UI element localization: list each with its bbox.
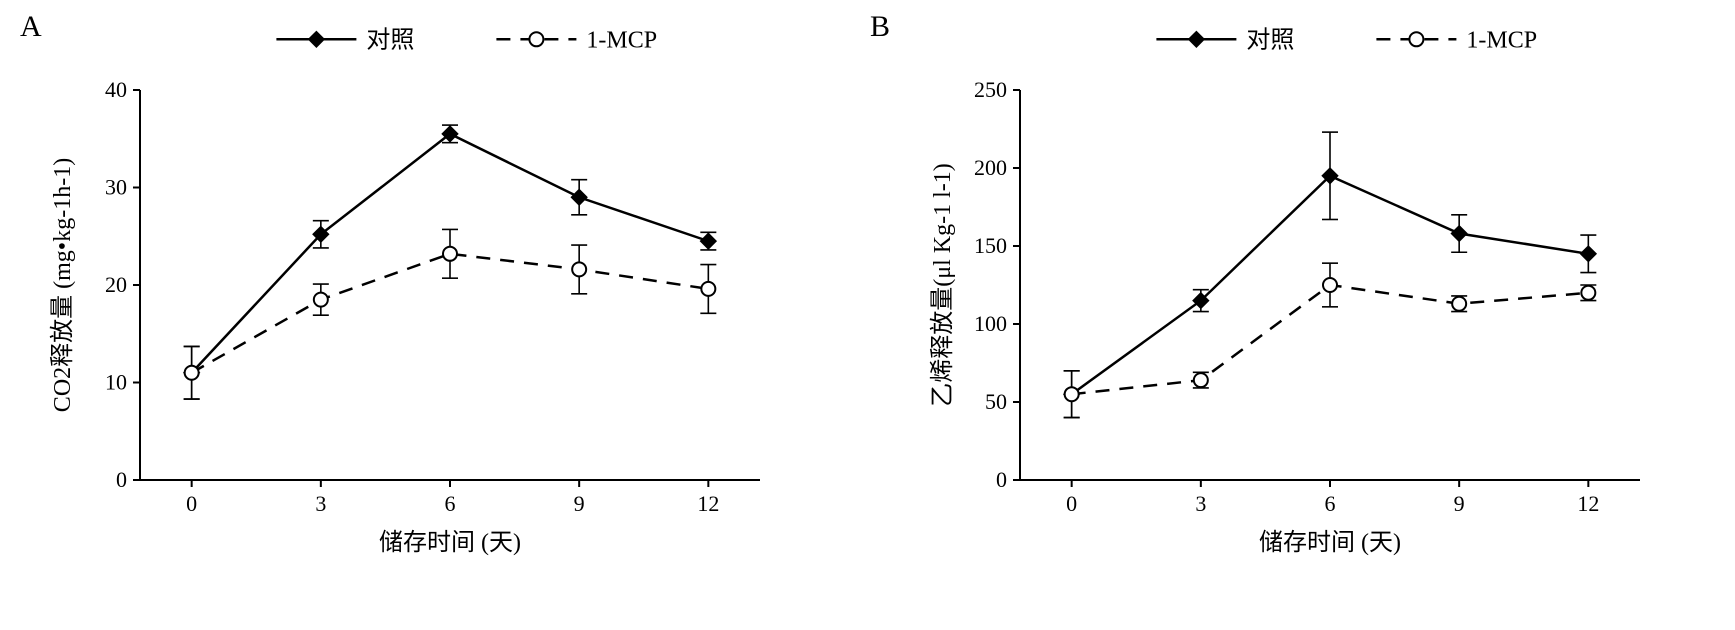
svg-text:乙烯释放量(μl Kg-1 l-1): 乙烯释放量(μl Kg-1 l-1)	[929, 163, 956, 407]
svg-text:3: 3	[315, 491, 326, 516]
svg-text:0: 0	[186, 491, 197, 516]
svg-text:150: 150	[974, 233, 1007, 258]
svg-text:0: 0	[116, 467, 127, 492]
svg-text:12: 12	[1577, 491, 1599, 516]
svg-text:0: 0	[996, 467, 1007, 492]
svg-text:10: 10	[105, 370, 127, 395]
svg-text:储存时间 (天): 储存时间 (天)	[1259, 529, 1401, 556]
figure: A 010203040036912储存时间 (天)CO2释放量 (mg•kg-1…	[0, 0, 1735, 630]
svg-text:CO2释放量 (mg•kg-1h-1): CO2释放量 (mg•kg-1h-1)	[49, 158, 76, 412]
svg-text:3: 3	[1195, 491, 1206, 516]
chart-b: 0 50 100 150 200 250 0 3 6 9 12 储存时间 (天) 乙烯释放量(μl Kg…	[860, 0, 1735, 630]
svg-text:9: 9	[574, 491, 585, 516]
svg-text:1-MCP: 1-MCP	[1466, 27, 1537, 53]
svg-text:12: 12	[697, 491, 719, 516]
panel-b: B 0 50 100 150 200 250 0 3 6 9 12 储存时间 (天) 乙烯释放量(μl …	[860, 0, 1735, 630]
svg-text:250: 250	[974, 77, 1007, 102]
svg-text:9: 9	[1454, 491, 1465, 516]
panel-a: A 0 10 20 30 40 0 3 6 9 12 储存时间 (天) CO2释放量 (mg•kg-1…	[0, 0, 860, 630]
svg-text:100: 100	[974, 311, 1007, 336]
svg-text:6: 6	[1325, 491, 1336, 516]
svg-text:对照: 对照	[1246, 26, 1294, 53]
svg-text:20: 20	[105, 272, 127, 297]
svg-text:储存时间 (天): 储存时间 (天)	[379, 529, 521, 556]
svg-text:6: 6	[445, 491, 456, 516]
panel-a-label: A	[20, 10, 42, 44]
panel-b-label: B	[870, 10, 890, 44]
svg-text:30: 30	[105, 175, 127, 200]
chart-a: 0 10 20 30 40 0 3 6 9 12 储存时间 (天) CO2释放量 (mg•kg-1h-…	[0, 0, 860, 630]
svg-text:40: 40	[105, 77, 127, 102]
svg-text:1-MCP: 1-MCP	[586, 27, 657, 53]
svg-text:对照: 对照	[366, 26, 414, 53]
svg-text:0: 0	[1066, 491, 1077, 516]
svg-text:200: 200	[974, 155, 1007, 180]
svg-text:50: 50	[985, 389, 1007, 414]
